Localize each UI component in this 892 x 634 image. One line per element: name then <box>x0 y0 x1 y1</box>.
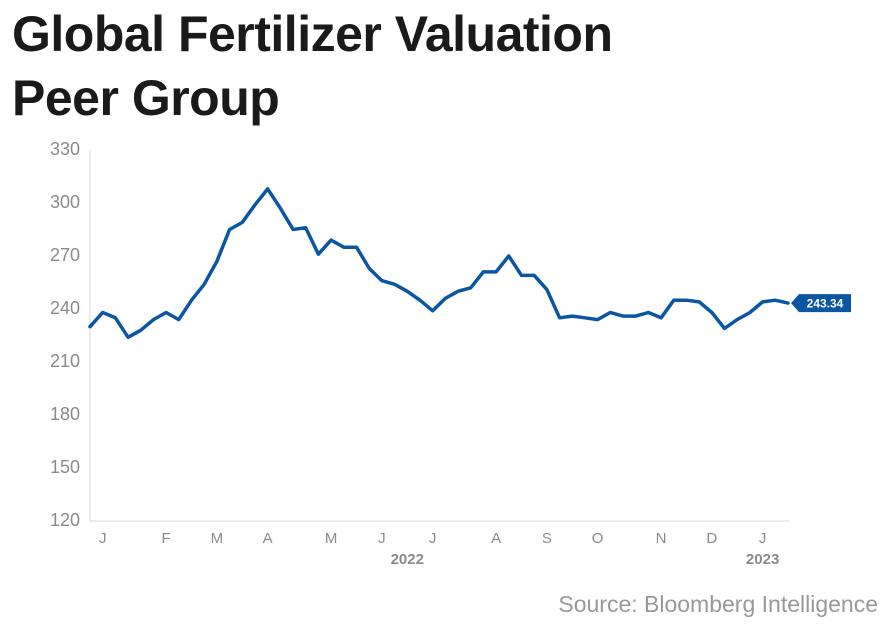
y-tick-label: 300 <box>50 192 80 212</box>
x-tick-label: A <box>263 530 273 547</box>
x-tick-label: J <box>429 530 437 547</box>
end-badge <box>791 294 851 313</box>
x-tick-label: O <box>592 530 604 547</box>
x-tick-label: D <box>706 530 717 547</box>
y-tick-label: 270 <box>50 245 80 265</box>
end-value-label: 243.34 <box>807 296 844 310</box>
x-tick-label: M <box>211 530 224 547</box>
year-label: 2023 <box>746 551 779 568</box>
y-tick-label: 150 <box>50 457 80 477</box>
source: Source: Bloomberg Intelligence <box>558 591 878 617</box>
x-tick-label: F <box>162 530 171 547</box>
x-tick-label: J <box>759 530 767 547</box>
x-tick-label: J <box>99 530 107 547</box>
x-tick-label: S <box>542 530 552 547</box>
y-tick-label: 210 <box>50 351 80 371</box>
x-tick-label: N <box>656 530 667 547</box>
chart-title: Global Fertilizer Valuation Peer Group <box>12 6 613 126</box>
x-tick-label: J <box>378 530 386 547</box>
y-tick-label: 120 <box>50 510 80 530</box>
x-tick-label: A <box>491 530 501 547</box>
y-tick-label: 180 <box>50 404 80 424</box>
x-tick-label: M <box>325 530 338 547</box>
year-label: 2022 <box>391 551 424 568</box>
y-tick-label: 240 <box>50 298 80 318</box>
data-line <box>88 187 790 340</box>
y-tick-label: 330 <box>50 139 80 159</box>
